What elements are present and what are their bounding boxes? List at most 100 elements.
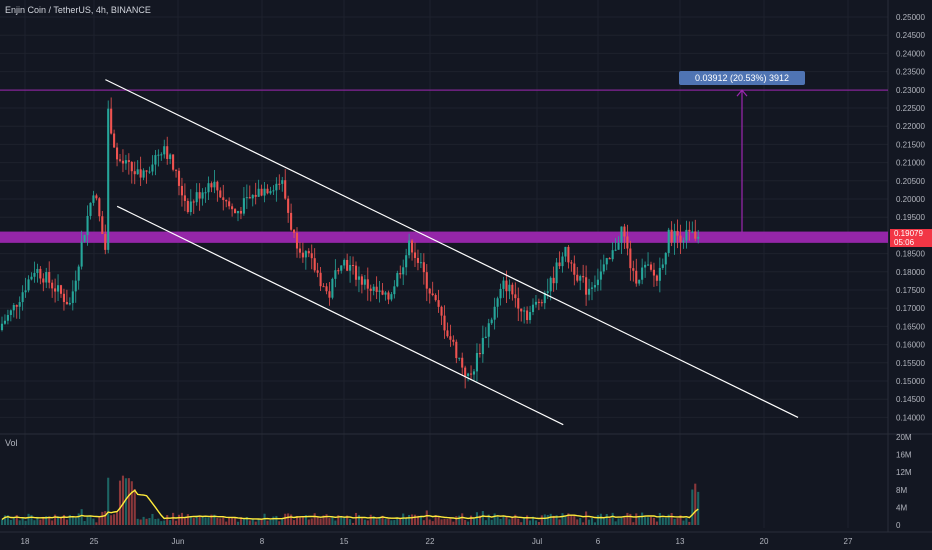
price-axis[interactable]: 0.25000 0.24500 0.24000 0.23500 0.23000 0.225… (896, 13, 925, 422)
candle-body (328, 291, 331, 298)
volume-bar (526, 515, 529, 525)
volume-bar (629, 513, 632, 525)
volume-bar (478, 515, 481, 525)
candle-body (396, 273, 399, 287)
candle-body (151, 164, 154, 172)
volume-bar (399, 518, 402, 525)
candle-body (526, 310, 529, 321)
volume-bar (664, 517, 667, 525)
candle-body (198, 192, 201, 199)
volume-bar (363, 519, 366, 525)
volume-bar (425, 510, 428, 525)
volume-bar (145, 518, 148, 525)
volume-bar (278, 521, 281, 525)
candle-body (95, 195, 98, 199)
candle-body (573, 263, 576, 275)
volume-bar (667, 514, 670, 525)
candle-body (363, 279, 366, 285)
candle-body (664, 252, 667, 265)
candle-body (124, 160, 127, 164)
volume-bar (658, 513, 661, 525)
last-price-value: 0.19079 (894, 229, 923, 238)
volume-bar (481, 510, 484, 525)
volume-bar (316, 517, 319, 525)
volume-bar (437, 516, 440, 525)
volume-bar (15, 515, 18, 525)
volume-bar (490, 519, 493, 525)
volume-bar (440, 519, 443, 525)
candle-body (210, 183, 213, 188)
candle-body (284, 180, 287, 199)
candle-body (343, 259, 346, 266)
candle-body (57, 285, 60, 292)
candle-body (437, 300, 440, 307)
candle-body (30, 276, 33, 280)
volume-bar (470, 515, 473, 525)
volume-bar (133, 489, 136, 525)
candle-body (393, 286, 396, 295)
volume-bar (487, 514, 490, 525)
volume-bar (375, 519, 378, 525)
volume-bar (201, 516, 204, 525)
volume-bar (357, 515, 360, 525)
candle-body (552, 277, 555, 284)
volume-axis: 20M 16M 12M 8M 4M 0 (896, 433, 912, 530)
volume-tick-label: 0 (896, 521, 901, 530)
volume-bar (287, 513, 290, 525)
candle-body (3, 320, 6, 324)
volume-bar (110, 515, 113, 525)
candle-body (558, 262, 561, 267)
volume-bar (661, 517, 664, 525)
time-tick-label: 13 (676, 537, 685, 546)
volume-bar (372, 516, 375, 525)
volume-bar (9, 519, 12, 525)
candle-body (169, 154, 172, 159)
volume-bar (304, 515, 307, 525)
candle-body (697, 236, 700, 239)
volume-bar (670, 512, 673, 525)
volume-bar (649, 517, 653, 525)
candle-body (378, 290, 381, 292)
candle-body (33, 272, 36, 277)
volume-bar (682, 520, 685, 525)
volume-bar (251, 519, 254, 525)
candle-body (425, 272, 428, 289)
volume-tick-label: 8M (896, 486, 907, 495)
candle-body (36, 268, 39, 273)
candle-body (301, 252, 304, 258)
support-zone-band (0, 231, 888, 243)
candle-body (688, 229, 691, 232)
volume-bar (602, 517, 605, 525)
time-axis[interactable]: 18 25 Jun 8 15 22 Jul 6 13 20 27 (21, 537, 853, 546)
volume-bar (36, 516, 39, 525)
candle-body (266, 188, 269, 194)
volume-bar (222, 517, 225, 525)
volume-bar (48, 516, 51, 525)
volume-bar (531, 516, 535, 525)
price-tick-label: 0.15000 (896, 377, 925, 386)
volume-bar (319, 518, 322, 525)
volume-bars (0, 475, 700, 525)
candle-body (101, 216, 104, 234)
volume-bar (561, 513, 564, 525)
candle-body (520, 308, 523, 312)
volume-bar (434, 515, 437, 525)
candle-body (24, 290, 27, 293)
volume-bar (419, 516, 422, 525)
candle-body (546, 291, 549, 293)
candle-body (142, 170, 145, 178)
support-zone (0, 89, 888, 243)
volume-bar (652, 517, 655, 525)
candle-body (593, 285, 596, 288)
volume-bar (298, 517, 301, 525)
candle-body (579, 276, 582, 281)
volume-bar (290, 514, 293, 525)
volume-bar (21, 518, 24, 525)
candle-body (98, 198, 101, 217)
measure-label: 0.03912 (20.53%) 3912 (679, 71, 805, 85)
candle-body (83, 235, 86, 242)
volume-bar (24, 520, 27, 525)
candle-body (472, 371, 476, 375)
candle-body (543, 292, 546, 304)
